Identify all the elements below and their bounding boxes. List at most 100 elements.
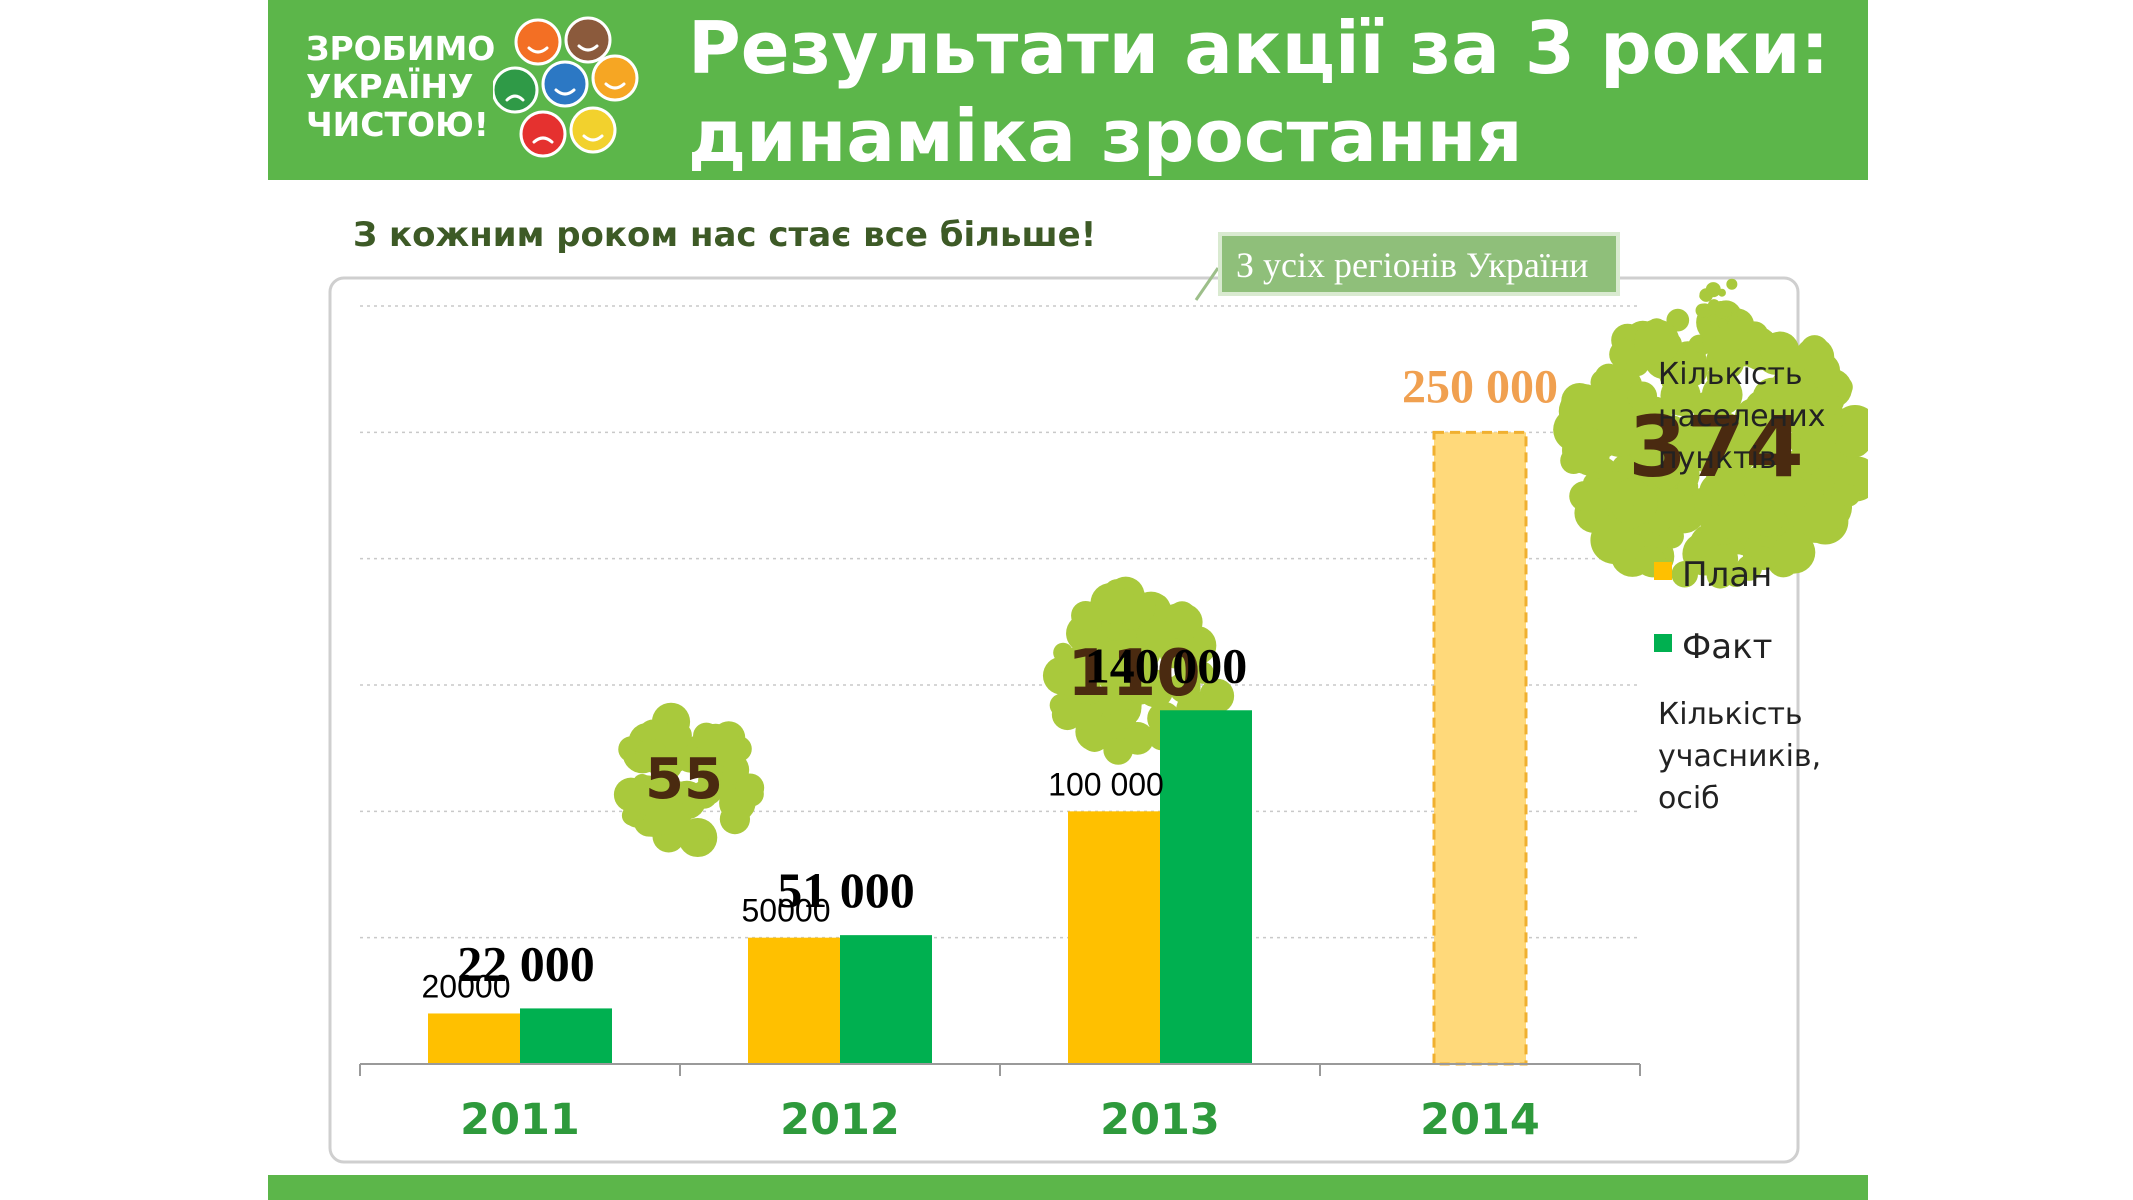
bubble-dot <box>1736 310 1744 318</box>
x-tick-label: 2011 <box>460 1095 580 1145</box>
legend: Кількість населених пунктів План Факт Кі… <box>1654 278 1825 816</box>
bubble-dot <box>1594 363 1623 392</box>
settlement-bubble-cluster: 55 <box>613 702 765 858</box>
x-tick-label: 2012 <box>780 1095 900 1145</box>
bubble-dot <box>719 803 751 835</box>
logo-line: УКРАЇНУ <box>306 67 474 106</box>
bubble-dot <box>1770 366 1816 411</box>
callout: З усіх регіонів України <box>1194 232 1620 301</box>
legend-settlements-line: населених <box>1658 399 1825 434</box>
legend-participants-line: осіб <box>1658 781 1720 816</box>
bubble-dot <box>1837 484 1861 507</box>
bubble-dot <box>1562 426 1609 474</box>
plan-bar <box>428 1013 520 1064</box>
grid-lines <box>360 305 1640 939</box>
settlement-count-label: 374 <box>1628 398 1803 496</box>
settlement-bubble-cluster: 374 <box>1553 300 1868 589</box>
logo-line: ЗРОБИМО <box>306 29 496 68</box>
bubble-dot <box>1127 678 1154 705</box>
bubble-dot <box>1706 362 1736 392</box>
x-tick-label: 2014 <box>1420 1095 1540 1145</box>
bubble-dot <box>1649 458 1682 490</box>
title-line: динаміка зростання <box>688 94 1523 178</box>
legend-settlements-line: Кількість <box>1658 357 1803 392</box>
bubble-dot <box>1097 586 1136 625</box>
bubble-dot <box>1689 532 1715 558</box>
bubble-dot <box>1740 321 1769 350</box>
plan-bar <box>1068 811 1160 1064</box>
bubble-dot <box>1178 659 1200 681</box>
footer-bar <box>268 1175 1868 1200</box>
bubble-dot <box>1093 653 1129 689</box>
bubble-dot <box>1642 425 1666 449</box>
bubble-dot <box>1745 412 1775 441</box>
bubble-dot <box>1726 418 1752 443</box>
plan-value-label: 100 000 <box>1048 766 1164 802</box>
bubble-dot <box>676 745 704 773</box>
bubble-dot <box>1648 512 1671 534</box>
x-tick-label: 2013 <box>1100 1095 1220 1145</box>
legend-participants-line: учасників, <box>1658 739 1821 774</box>
bubble-dot <box>1742 510 1769 537</box>
settlement-count-label: 110 <box>1067 637 1201 711</box>
callout-text: З усіх регіонів України <box>1236 245 1588 285</box>
legend-participants-line: Кількість <box>1658 697 1803 732</box>
bars <box>428 430 1528 1066</box>
bubble-dot <box>1622 505 1645 529</box>
bubble-dot <box>1691 391 1723 423</box>
bubble-dot <box>1071 600 1101 631</box>
bubble-dot <box>1804 352 1841 389</box>
slide-title: Результати акції за 3 роки: динаміка зро… <box>688 4 1829 180</box>
settlement-bubble-icon <box>1695 278 1744 329</box>
bubble-dot <box>1812 442 1847 477</box>
bubble-dot <box>665 722 692 749</box>
x-axis: 2011 2012 2013 2014 <box>359 1063 1641 1145</box>
fact-value-label: 22 000 <box>457 935 595 991</box>
bubble-dot <box>1634 319 1680 366</box>
bubble-dot <box>1720 305 1732 317</box>
bubble-dot <box>1594 387 1629 423</box>
bubble-dot <box>1668 385 1699 417</box>
bubble-dot <box>650 749 683 781</box>
bubble-dot <box>1798 500 1835 537</box>
fact-value-label: 51 000 <box>777 862 915 918</box>
bubble-dot <box>1677 476 1699 497</box>
bubble-dot <box>1751 546 1776 570</box>
settlement-count-label: 55 <box>645 747 723 812</box>
plan-bar <box>1432 430 1528 1066</box>
header-banner: ЗРОБИМО УКРАЇНУ ЧИСТОЮ! Результати акції… <box>268 0 1868 180</box>
slide: ЗРОБИМО УКРАЇНУ ЧИСТОЮ! Результати акції… <box>268 0 1868 1200</box>
callout-pointer <box>1194 267 1220 301</box>
bubble-dot <box>689 780 718 809</box>
logo-line: ЧИСТОЮ! <box>306 105 489 144</box>
bubble-dot <box>1706 466 1747 507</box>
bubble-dot <box>1071 702 1099 730</box>
bubble-dot <box>1627 381 1658 412</box>
logo-faces-icon <box>493 16 639 158</box>
legend-plan-swatch <box>1654 562 1672 580</box>
bubble-dot <box>1695 303 1710 318</box>
bubble-dot <box>1113 709 1134 730</box>
plan-bar <box>748 937 840 1064</box>
bubble-dot <box>1760 331 1800 371</box>
fact-bar <box>1160 710 1252 1064</box>
bubble-dot <box>1709 433 1755 478</box>
bubble-dot <box>703 723 721 741</box>
legend-fact-swatch <box>1654 634 1672 652</box>
bubble-dot <box>1717 318 1728 329</box>
plan-value-label: 50000 <box>742 893 831 929</box>
bubble-dot <box>613 777 648 812</box>
legend-fact-label: Факт <box>1682 627 1772 667</box>
legend-settlements-line: пунктів <box>1658 441 1777 476</box>
fact-bar <box>840 935 932 1064</box>
bubble-dot <box>1705 282 1721 298</box>
bubble-dot <box>1597 411 1643 457</box>
bubble-dot <box>1609 477 1658 526</box>
bubble-dot <box>1572 384 1600 413</box>
bubble-dot <box>645 796 685 835</box>
fact-value-label: 140 000 <box>1085 637 1248 693</box>
bubble-dot <box>1586 477 1619 510</box>
slide-subtitle: З кожним роком нас стає все більше! <box>353 215 1097 255</box>
bubble-dot <box>1832 376 1853 398</box>
